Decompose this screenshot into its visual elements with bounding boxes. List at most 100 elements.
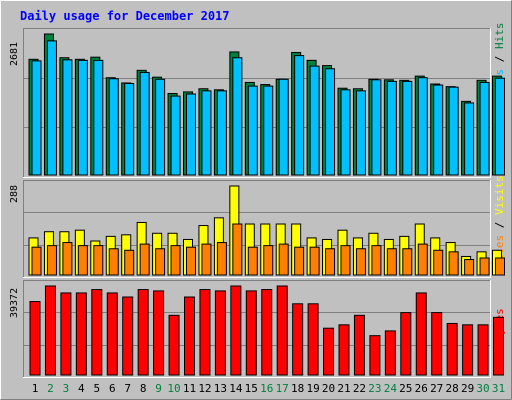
files-bar — [46, 40, 57, 176]
sites-bar — [402, 248, 413, 276]
x-tick-label: 8 — [140, 382, 147, 395]
sites-bar — [325, 248, 336, 276]
kbytes-bar — [323, 327, 335, 376]
kbytes-bar — [245, 290, 257, 376]
sites-bar — [294, 246, 305, 276]
files-bar — [139, 71, 150, 176]
files-bar — [402, 80, 413, 176]
sites-bar — [93, 245, 104, 276]
files-bar — [216, 90, 227, 176]
sites-bar — [417, 243, 428, 276]
sites-bar — [479, 257, 490, 276]
sites-bar — [108, 248, 119, 276]
legend-item: Visits — [493, 175, 506, 215]
sites-bar — [124, 249, 135, 276]
x-tick-label: 26 — [415, 382, 428, 395]
x-tick-label: 7 — [124, 382, 131, 395]
kbytes-bar — [106, 292, 118, 376]
files-bar — [479, 81, 490, 176]
x-tick-label: 17 — [276, 382, 289, 395]
legend-item: / — [493, 215, 506, 235]
x-tick-label: 6 — [109, 382, 116, 395]
x-tick-label: 20 — [322, 382, 335, 395]
legend-item: / — [493, 49, 506, 69]
files-bar — [186, 93, 196, 176]
x-tick-label: 27 — [430, 382, 443, 395]
kbytes-bar — [415, 292, 427, 376]
chart-title: Daily usage for December 2017 — [20, 9, 230, 23]
files-bar — [340, 89, 351, 176]
sites-bar — [247, 246, 258, 276]
sites-bar — [139, 243, 150, 276]
files-bar — [495, 77, 505, 176]
files-bar — [325, 68, 336, 176]
kbytes-bar — [91, 289, 103, 376]
files-bar — [155, 78, 166, 176]
kbytes-bar — [199, 289, 211, 376]
x-tick-label: 15 — [245, 382, 258, 395]
files-bar — [108, 78, 119, 176]
sites-bar — [355, 248, 366, 276]
sites-bar — [340, 245, 351, 276]
kbytes-bar — [137, 289, 149, 376]
files-bar — [62, 59, 73, 176]
kbytes-bar — [122, 296, 134, 376]
kbytes-bar — [384, 330, 396, 376]
sites-bar — [155, 248, 166, 276]
kbytes-bar — [369, 335, 381, 376]
x-axis-labels: 1 2 3 4 5 6 7 8 9 10 11 12 13 14 15 16 17 18 19 20 21 22 23 24 2… — [32, 382, 505, 395]
files-bar — [170, 95, 181, 176]
panel-hits-files-pages: 2681Pages / Files / Hits — [9, 23, 506, 178]
x-tick-label: 30 — [476, 382, 489, 395]
files-bar — [386, 80, 397, 176]
x-tick-label: 3 — [63, 382, 70, 395]
x-tick-label: 1 — [32, 382, 39, 395]
files-bar — [263, 85, 274, 176]
files-bar — [417, 77, 428, 176]
kbytes-bar — [446, 322, 458, 376]
files-bar — [371, 79, 382, 176]
kbytes-bar — [400, 312, 412, 376]
sites-bar — [448, 251, 459, 276]
sites-bar — [62, 242, 73, 276]
sites-bar — [31, 246, 42, 276]
files-bar — [433, 84, 444, 176]
sites-bar — [46, 245, 57, 276]
x-tick-label: 22 — [353, 382, 366, 395]
x-tick-label: 18 — [291, 382, 304, 395]
x-tick-label: 4 — [78, 382, 85, 395]
x-tick-label: 29 — [461, 382, 474, 395]
kbytes-bar — [462, 324, 474, 376]
kbytes-bar — [230, 285, 242, 376]
panel-1-ymax-label: 288 — [9, 185, 20, 203]
sites-bar — [371, 245, 382, 276]
sites-bar — [263, 245, 274, 276]
x-tick-label: 28 — [446, 382, 459, 395]
x-tick-label: 14 — [229, 382, 243, 395]
files-bar — [278, 78, 289, 176]
files-bar — [124, 82, 135, 176]
x-tick-label: 21 — [337, 382, 350, 395]
x-tick-label: 23 — [368, 382, 381, 395]
sites-bar — [309, 246, 320, 276]
sites-bar — [186, 246, 196, 276]
files-bar — [355, 90, 366, 176]
kbytes-bar — [44, 285, 56, 376]
kbytes-bar — [168, 314, 180, 376]
sites-bar — [278, 243, 289, 276]
panel-kbytes: 39372KBytes — [9, 280, 506, 378]
x-tick-label: 2 — [47, 382, 54, 395]
sites-bar — [433, 249, 444, 276]
x-tick-label: 11 — [183, 382, 196, 395]
kbytes-bar — [60, 292, 72, 376]
kbytes-bar — [292, 303, 304, 376]
files-bar — [232, 57, 243, 176]
kbytes-bar — [338, 324, 350, 376]
kbytes-bar — [214, 290, 226, 376]
kbytes-bar — [307, 303, 319, 376]
kbytes-bar — [29, 301, 41, 376]
files-bar — [464, 102, 475, 176]
sites-bar — [386, 248, 397, 276]
x-tick-label: 16 — [260, 382, 273, 395]
